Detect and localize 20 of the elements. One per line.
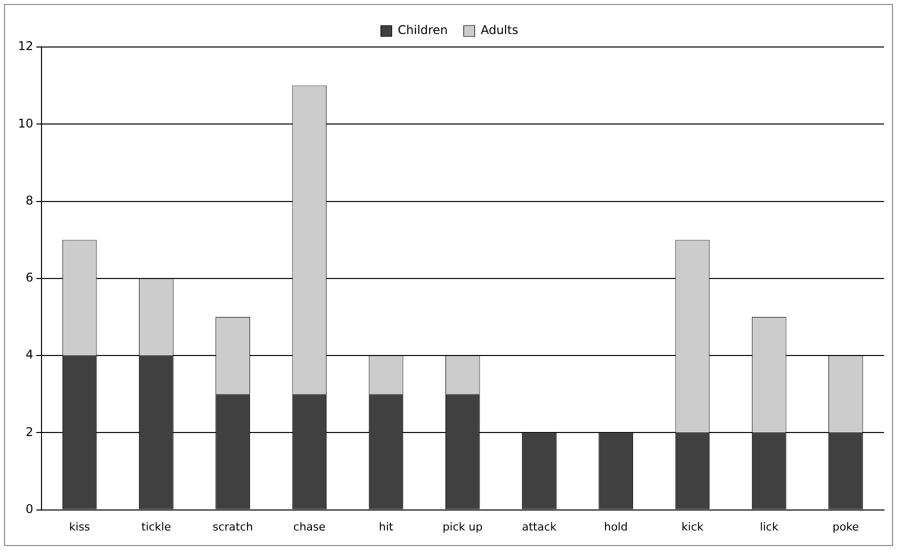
x-tick-label: attack: [522, 520, 558, 534]
x-tick-label: hit: [378, 520, 394, 534]
y-tick-label: 12: [18, 39, 34, 54]
x-tick-label: lick: [760, 520, 779, 534]
x-tick-label: kiss: [69, 520, 90, 534]
x-tick-label: hold: [604, 520, 628, 534]
x-tick-label: pick up: [442, 520, 483, 534]
y-tick-label: 0: [26, 502, 34, 516]
y-tick-label: 2: [26, 424, 34, 439]
y-tick-label: 6: [26, 270, 34, 285]
y-tick-label: 4: [26, 348, 34, 362]
x-tick-label: poke: [832, 520, 860, 534]
legend-label: Children: [398, 23, 448, 38]
x-tick-label: scratch: [212, 520, 254, 534]
x-tick-label: chase: [293, 520, 326, 534]
x-tick-label: tickle: [141, 520, 172, 534]
y-tick-label: 10: [18, 116, 34, 130]
x-tick-label: kick: [682, 520, 704, 534]
legend-label: Adults: [480, 23, 518, 38]
y-tick-label: 8: [26, 193, 34, 208]
